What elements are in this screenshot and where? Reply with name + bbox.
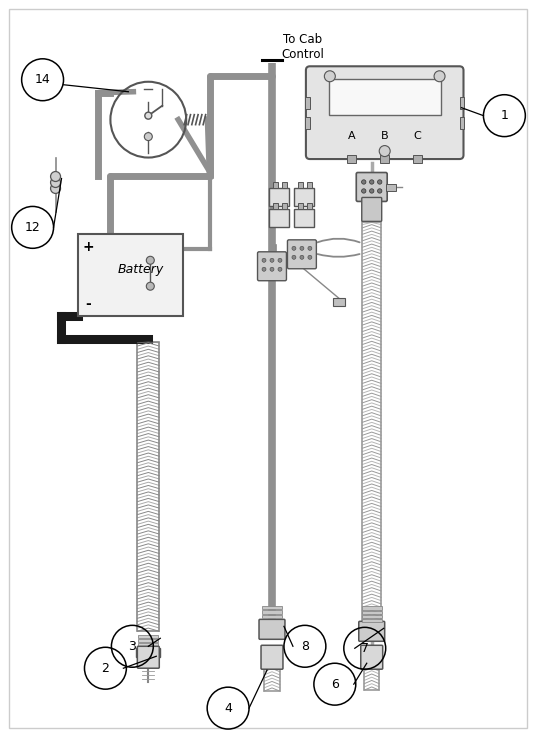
- Circle shape: [308, 255, 312, 259]
- Text: Battery: Battery: [117, 263, 163, 276]
- Bar: [273, 203, 278, 209]
- FancyBboxPatch shape: [306, 66, 464, 159]
- Text: 6: 6: [331, 678, 339, 691]
- Circle shape: [145, 112, 152, 119]
- Bar: [307, 203, 312, 209]
- FancyBboxPatch shape: [359, 621, 385, 641]
- FancyBboxPatch shape: [361, 646, 383, 669]
- Bar: [294, 189, 314, 206]
- Text: 14: 14: [35, 73, 50, 86]
- Bar: [298, 203, 303, 209]
- Bar: [138, 639, 158, 642]
- Text: 3: 3: [129, 640, 136, 653]
- Circle shape: [278, 268, 282, 271]
- FancyBboxPatch shape: [362, 198, 382, 221]
- Text: 2: 2: [101, 662, 109, 674]
- Circle shape: [262, 258, 266, 262]
- Bar: [305, 116, 310, 129]
- Bar: [78, 234, 183, 316]
- Bar: [269, 189, 289, 206]
- Circle shape: [369, 180, 374, 184]
- Circle shape: [50, 184, 61, 193]
- FancyBboxPatch shape: [257, 252, 286, 281]
- Bar: [362, 223, 381, 636]
- Bar: [386, 184, 396, 191]
- FancyBboxPatch shape: [356, 172, 387, 201]
- Circle shape: [300, 255, 304, 259]
- Circle shape: [144, 133, 152, 141]
- Text: 4: 4: [224, 702, 232, 715]
- Bar: [459, 97, 465, 108]
- Bar: [136, 649, 160, 657]
- Bar: [138, 643, 158, 646]
- Circle shape: [362, 180, 366, 184]
- Bar: [305, 97, 310, 108]
- Bar: [262, 615, 282, 618]
- Bar: [333, 298, 345, 306]
- Bar: [362, 619, 382, 622]
- Bar: [459, 116, 465, 129]
- Bar: [282, 183, 287, 189]
- Bar: [138, 635, 158, 638]
- Text: 12: 12: [25, 221, 41, 234]
- Bar: [329, 79, 441, 115]
- Bar: [362, 611, 382, 614]
- Text: 1: 1: [501, 109, 508, 122]
- Bar: [413, 155, 422, 163]
- Text: Control: Control: [281, 49, 324, 61]
- Text: -: -: [85, 297, 91, 311]
- Text: A: A: [348, 130, 355, 141]
- Circle shape: [278, 258, 282, 262]
- Bar: [307, 183, 312, 189]
- Bar: [294, 209, 314, 228]
- Bar: [269, 209, 289, 228]
- Circle shape: [262, 268, 266, 271]
- FancyBboxPatch shape: [287, 240, 316, 269]
- Bar: [262, 610, 282, 614]
- FancyBboxPatch shape: [137, 646, 159, 668]
- Circle shape: [50, 172, 61, 181]
- Text: 7: 7: [361, 642, 369, 654]
- Bar: [362, 615, 382, 618]
- Circle shape: [377, 189, 382, 193]
- Circle shape: [369, 189, 374, 193]
- FancyBboxPatch shape: [259, 619, 285, 639]
- Bar: [347, 155, 356, 163]
- Circle shape: [377, 180, 382, 184]
- Text: C: C: [414, 130, 421, 141]
- Circle shape: [270, 268, 274, 271]
- Circle shape: [434, 71, 445, 82]
- Circle shape: [146, 282, 154, 290]
- FancyBboxPatch shape: [261, 646, 283, 669]
- Circle shape: [300, 246, 304, 251]
- Bar: [380, 155, 389, 163]
- Bar: [298, 183, 303, 189]
- Text: +: +: [82, 240, 94, 254]
- Circle shape: [362, 189, 366, 193]
- Circle shape: [324, 71, 336, 82]
- Bar: [282, 203, 287, 209]
- Bar: [364, 668, 379, 690]
- Text: 8: 8: [301, 640, 309, 653]
- Circle shape: [292, 255, 296, 259]
- Circle shape: [270, 258, 274, 262]
- Circle shape: [308, 246, 312, 251]
- Text: B: B: [381, 130, 389, 141]
- Circle shape: [379, 146, 390, 156]
- Bar: [264, 668, 280, 691]
- Bar: [262, 606, 282, 609]
- Circle shape: [292, 246, 296, 251]
- Bar: [273, 183, 278, 189]
- Text: To Cab: To Cab: [284, 33, 323, 46]
- Bar: [362, 607, 382, 609]
- Bar: [137, 342, 159, 632]
- Circle shape: [146, 256, 154, 265]
- Circle shape: [50, 178, 61, 187]
- Bar: [138, 647, 158, 650]
